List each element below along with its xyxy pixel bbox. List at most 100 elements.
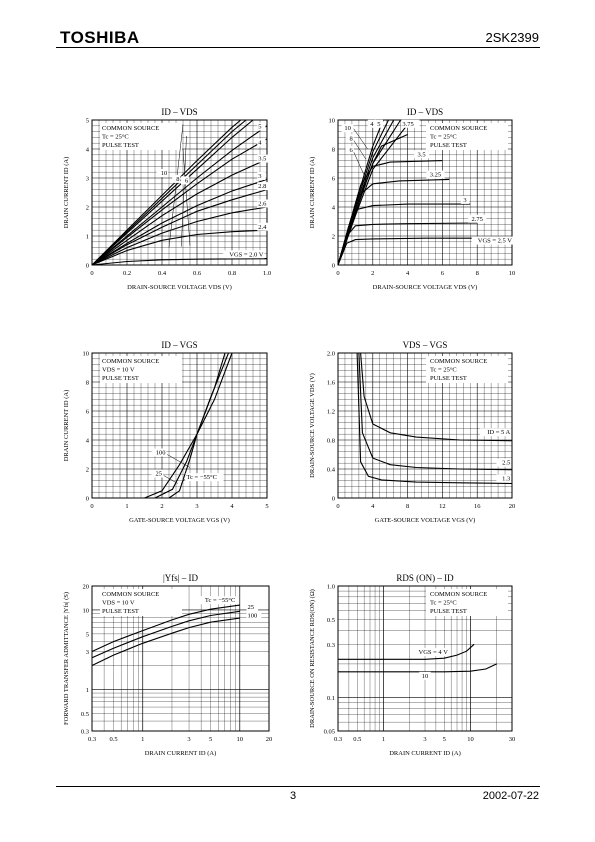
y-tick-label: 4 bbox=[332, 205, 336, 212]
y-tick-label: 10 bbox=[83, 607, 90, 614]
series-line bbox=[168, 352, 233, 499]
x-tick-label: 2 bbox=[371, 270, 374, 277]
x-tick-label: 1 bbox=[382, 736, 385, 743]
label-leader bbox=[353, 151, 365, 176]
series-line bbox=[91, 258, 268, 266]
series-label: 5 bbox=[377, 121, 380, 128]
series-label: 2.6 bbox=[258, 201, 267, 208]
x-tick-label: 6 bbox=[441, 270, 445, 277]
y-axis-label: DRAIN-SOURCE ON RESISTANCE RDS(ON) (Ω) bbox=[309, 589, 316, 728]
y-axis-label: DRAIN CURRENT ID (A) bbox=[63, 157, 70, 229]
note-text: COMMON SOURCE bbox=[102, 358, 159, 365]
series-label-bg bbox=[257, 154, 273, 163]
series-label-bg bbox=[257, 172, 266, 180]
series-label: 4 bbox=[258, 140, 262, 147]
x-tick-label: 2 bbox=[160, 503, 163, 510]
series-label-bg bbox=[223, 250, 265, 259]
series-label: 10 bbox=[344, 125, 351, 132]
series-line bbox=[91, 119, 254, 266]
x-tick-label: 0.3 bbox=[88, 736, 96, 743]
series-label: VGS = 4 V bbox=[419, 649, 449, 656]
y-axis-label: DRAIN CURRENT ID (A) bbox=[309, 157, 316, 229]
chart-title: RDS (ON) – ID bbox=[396, 573, 454, 583]
series-label-bg bbox=[257, 122, 266, 131]
y-axis-label: FORWARD TRANSFER ADMITTANCE |Yfs| (S) bbox=[63, 592, 70, 725]
y-tick-label: 0.1 bbox=[327, 695, 335, 702]
brand-logo: TOSHIBA bbox=[60, 28, 140, 47]
note-text: PULSE TEST bbox=[102, 142, 139, 149]
x-axis-label: GATE-SOURCE VOLTAGE VGS (V) bbox=[129, 517, 230, 524]
series-line bbox=[337, 133, 408, 266]
chart-title: ID – VGS bbox=[161, 340, 197, 350]
note-text: COMMON SOURCE bbox=[430, 125, 487, 132]
x-tick-label: 0.2 bbox=[123, 270, 131, 277]
chart-title: |Yfs| – ID bbox=[163, 573, 199, 583]
series-line bbox=[91, 206, 268, 266]
series-line bbox=[338, 663, 497, 673]
series-line bbox=[91, 229, 268, 266]
note-text: PULSE TEST bbox=[102, 608, 139, 615]
x-tick-label: 10 bbox=[467, 736, 474, 743]
x-tick-label: 5 bbox=[209, 736, 212, 743]
series-label-bg bbox=[257, 222, 273, 231]
chart-vds-vgs: 0 4 8 12 16 20 0 0.4 0.8 1.2 1.6 2.0 VDS – VGS GATE-S… bbox=[309, 340, 515, 524]
series-label: 6 bbox=[350, 147, 354, 154]
x-tick-label: 20 bbox=[509, 503, 516, 510]
series-label-bg bbox=[426, 170, 445, 179]
series-label: 2.5 bbox=[502, 460, 510, 467]
x-tick-label: 0.6 bbox=[193, 270, 202, 277]
series-line bbox=[356, 352, 513, 485]
series-label: 2.8 bbox=[258, 183, 266, 190]
chart-id-vds-high: 0 2 4 6 8 10 0 2 4 6 8 10 ID – VDS DRAIN-SOURCE VOLTA… bbox=[309, 107, 515, 291]
y-tick-label: 0.3 bbox=[81, 729, 89, 736]
chart-rdson-id: 0.3 0.5 1 3 5 10 30 0.05 0.1 0.3 0.5 1.0 RDS (ON) – … bbox=[309, 573, 515, 757]
x-tick-label: 30 bbox=[509, 736, 516, 743]
series-label: 100 bbox=[156, 450, 166, 457]
series-line bbox=[91, 125, 268, 266]
x-tick-label: 0 bbox=[336, 503, 339, 510]
y-axis-label: DRAIN-SOURCE VOLTAGE VDS (V) bbox=[309, 373, 316, 478]
series-label: 10 bbox=[422, 673, 429, 680]
series-line bbox=[360, 352, 513, 442]
note-text: COMMON SOURCE bbox=[102, 125, 159, 132]
series-label: 3.25 bbox=[430, 172, 441, 179]
x-tick-label: 10 bbox=[237, 736, 244, 743]
y-tick-label: 0.05 bbox=[324, 729, 335, 736]
y-tick-label: 4 bbox=[86, 147, 90, 154]
note-text: COMMON SOURCE bbox=[430, 358, 487, 365]
x-tick-label: 4 bbox=[406, 270, 410, 277]
series-label-bg bbox=[496, 474, 512, 483]
series-label-bg bbox=[374, 119, 384, 128]
series-label-bg bbox=[401, 119, 420, 128]
series-label: 2.4 bbox=[258, 224, 267, 231]
x-axis-label: DRAIN-SOURCE VOLTAGE VDS (V) bbox=[127, 284, 232, 291]
chart-id-vgs: 0 1 2 3 4 5 0 2 4 6 8 10 ID – VGS GATE-SOURCE VOLTAGE… bbox=[63, 340, 269, 524]
series-label: Tc = −55°C bbox=[187, 474, 217, 481]
series-line bbox=[91, 617, 240, 666]
y-tick-label: 8 bbox=[86, 380, 89, 387]
notes-box bbox=[426, 356, 508, 383]
notes-box bbox=[426, 123, 508, 150]
note-text: Tc = 25°C bbox=[430, 600, 457, 607]
series-label-bg bbox=[345, 145, 354, 154]
series-line bbox=[91, 610, 240, 659]
series-label: 3.75 bbox=[402, 121, 413, 128]
chart-id-vds-low: 0 0.2 0.4 0.6 0.8 1.0 0 1 2 3 4 5 ID – VDS DRAIN-SOUR… bbox=[63, 107, 273, 291]
x-tick-label: 0.3 bbox=[334, 736, 342, 743]
notes-box bbox=[100, 356, 182, 383]
footer-rule bbox=[56, 786, 540, 787]
series-label-bg bbox=[246, 603, 259, 612]
label-leader bbox=[163, 475, 178, 484]
document-date: 2002-07-22 bbox=[482, 790, 539, 802]
series-label: 100 bbox=[247, 613, 257, 620]
y-tick-label: 0 bbox=[332, 496, 335, 503]
plot-frame bbox=[91, 119, 268, 266]
label-leader bbox=[181, 478, 185, 484]
series-label: 4 bbox=[370, 121, 374, 128]
x-tick-label: 4 bbox=[371, 503, 375, 510]
x-tick-label: 5 bbox=[443, 736, 446, 743]
series-line bbox=[91, 178, 268, 266]
plot-frame bbox=[91, 585, 270, 732]
series-label: 25 bbox=[247, 604, 254, 611]
chart-title: ID – VDS bbox=[161, 107, 197, 117]
